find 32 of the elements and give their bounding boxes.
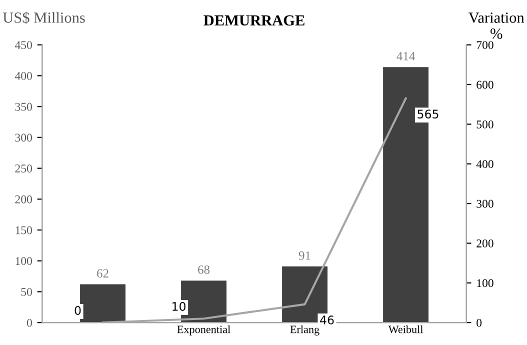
y-tick-label: 150 (16, 226, 32, 234)
data-label: 46 (320, 315, 334, 324)
chart-title: DEMURRAGE (204, 15, 304, 26)
y-tick-label: 300 (15, 134, 32, 142)
y2-tick-label: 500 (476, 120, 494, 128)
data-label: 62 (97, 269, 108, 278)
data-label: 565 (418, 110, 438, 119)
x-tick-label: Exponential (177, 325, 230, 336)
y2-axis-title: Variation % (468, 12, 524, 39)
y-tick-label: 250 (15, 164, 32, 172)
x-tick-label: Erlang (290, 325, 320, 336)
data-label: 68 (198, 265, 210, 274)
y-tick-label: 100 (16, 257, 32, 266)
y2-tick-label: 700 (476, 41, 494, 50)
y2-tick-label: 200 (476, 239, 494, 248)
y2-tick-label: 300 (476, 200, 494, 208)
data-label: 91 (298, 251, 310, 260)
y-tick-label: 0 (26, 318, 32, 327)
data-label: 10 (172, 302, 186, 311)
y-tick-label: 200 (15, 195, 32, 204)
x-tick-label: Weibull (388, 325, 424, 334)
y-tick-label: 450 (14, 41, 32, 50)
y-tick-label: 350 (15, 102, 32, 111)
data-label: 414 (396, 52, 415, 60)
y2-tick-label: 100 (477, 279, 494, 288)
y-tick-label: 400 (14, 72, 32, 80)
y2-tick-label: 400 (476, 160, 494, 168)
y2-tick-label: 0 (476, 318, 482, 327)
y-tick-label: 50 (21, 288, 32, 296)
y2-tick-label: 600 (476, 80, 494, 89)
data-label: 0 (74, 306, 81, 315)
y-axis-title: US$ Millions (2, 12, 85, 24)
